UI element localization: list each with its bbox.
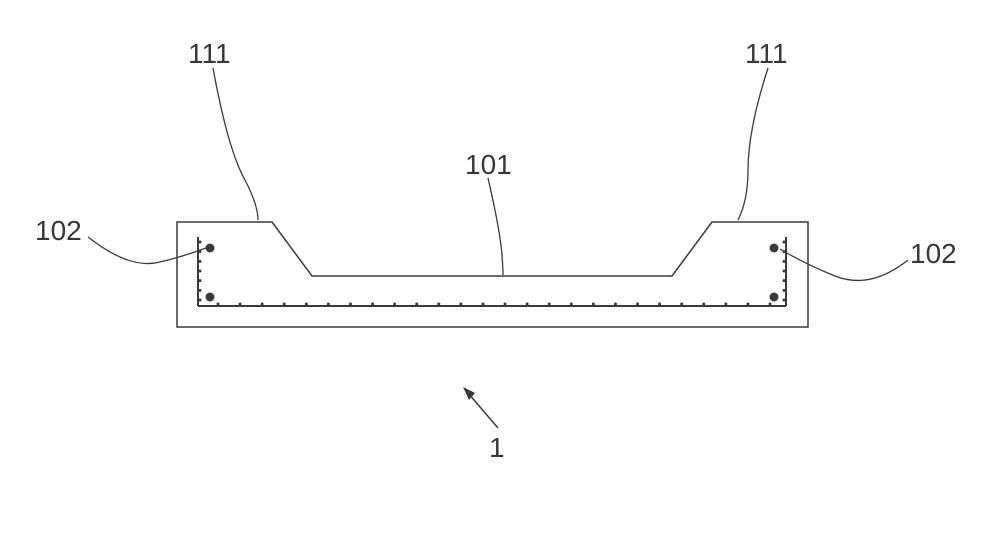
- label-102-left: 102: [35, 215, 82, 247]
- label-111-left: 111: [188, 38, 231, 70]
- label-111-right: 111: [745, 38, 788, 70]
- rebar-cage: [198, 237, 786, 306]
- label-102-right: 102: [910, 238, 957, 270]
- leader-102-right: [780, 249, 908, 280]
- label-1: 1: [489, 432, 505, 464]
- leader-111-left: [213, 68, 258, 220]
- leader-1-arrow-line: [468, 393, 498, 428]
- rebar-dot-tr: [770, 244, 779, 253]
- outer-profile: [177, 222, 808, 327]
- leader-101: [488, 178, 503, 275]
- leader-102-left: [88, 237, 206, 264]
- rebar-dot-tl: [206, 244, 215, 253]
- label-101: 101: [465, 149, 512, 181]
- cross-section-shape: [177, 222, 808, 327]
- rebar-dot-bl: [206, 293, 215, 302]
- rebar-dot-br: [770, 293, 779, 302]
- leader-111-right: [738, 68, 768, 220]
